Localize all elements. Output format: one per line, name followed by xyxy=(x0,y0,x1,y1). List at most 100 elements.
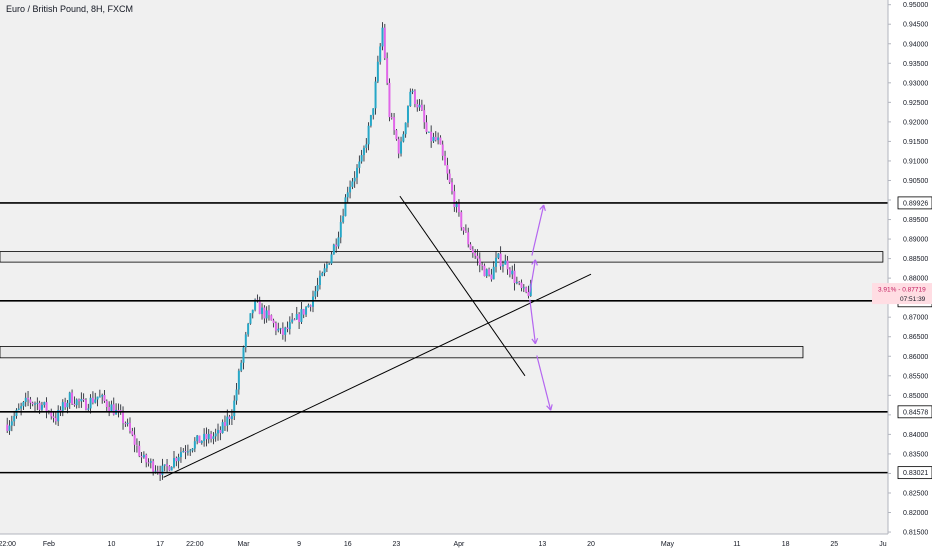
candle-body xyxy=(446,165,449,174)
candle-body xyxy=(369,115,372,126)
candle-body xyxy=(203,433,206,442)
projection-arrowhead-1-0 xyxy=(531,259,536,265)
candle-body xyxy=(212,436,215,439)
candle-body xyxy=(279,328,282,330)
arrows-layer xyxy=(529,204,553,411)
level-price-tag-label-0: 0.89926 xyxy=(903,200,928,207)
candle-body xyxy=(418,104,421,108)
x-tick-label: 17 xyxy=(156,541,164,548)
candle-body xyxy=(251,309,254,314)
candle-body xyxy=(235,389,238,401)
candle-body xyxy=(330,254,333,264)
level-price-tag-2 xyxy=(897,405,932,419)
x-tick-label: 9 xyxy=(297,541,301,548)
candle-body xyxy=(390,117,393,119)
candle-body xyxy=(409,91,412,107)
candle-body xyxy=(223,422,226,426)
candle-body xyxy=(427,131,430,133)
candle-body xyxy=(228,416,231,420)
candle-body xyxy=(182,451,185,453)
candle-body xyxy=(485,269,488,277)
projection-arrow-0 xyxy=(531,204,545,256)
x-tick-label: 22:00 xyxy=(0,541,16,548)
level-price-tag-label-2: 0.84578 xyxy=(903,409,928,416)
candle-body xyxy=(237,370,240,390)
candle-body xyxy=(508,269,511,275)
candle-body xyxy=(349,186,352,193)
candle-body xyxy=(78,399,81,402)
candle-body xyxy=(161,465,164,475)
candle-body xyxy=(513,270,516,284)
trendlines-layer xyxy=(163,195,592,478)
candle-body xyxy=(105,400,108,407)
candle-body xyxy=(471,249,474,254)
candle-body xyxy=(166,464,169,467)
candle-body xyxy=(122,411,125,424)
candle-body xyxy=(439,137,442,145)
x-tick-label: 22:00 xyxy=(186,541,204,548)
candle-body xyxy=(244,334,247,348)
candle-body xyxy=(404,122,407,135)
candle-body xyxy=(395,130,398,140)
candle-body xyxy=(332,244,335,255)
candle-body xyxy=(119,410,122,412)
candle-body xyxy=(168,466,171,471)
candle-body xyxy=(318,275,321,286)
candle-body xyxy=(193,441,196,449)
candle-body xyxy=(200,441,203,443)
candle-body xyxy=(50,411,53,417)
candle-body xyxy=(411,90,414,92)
candle-body xyxy=(420,104,423,111)
x-axis: 22:00 Feb 10 17 22:00 Mar 9 16 23 Apr 13 20 May 11 18 2… xyxy=(0,533,888,548)
candle-body xyxy=(205,433,208,440)
current-price-countdown: 07:51:39 xyxy=(900,296,926,303)
candle-body xyxy=(138,445,141,457)
projection-arrowhead-0-0 xyxy=(539,204,545,210)
candle-body xyxy=(460,212,463,228)
candle-body xyxy=(103,395,106,401)
candle-body xyxy=(321,272,324,276)
candle-body xyxy=(342,216,345,223)
candle-body xyxy=(217,429,220,434)
level-price-tag-label-3: 0.83021 xyxy=(903,470,928,477)
candle-body xyxy=(379,46,382,62)
candle-body xyxy=(277,328,280,331)
candle-body xyxy=(300,309,303,322)
candle-body xyxy=(272,320,275,324)
candle-body xyxy=(57,409,60,422)
candle-body xyxy=(233,400,236,417)
x-tick-label: 25 xyxy=(830,541,838,548)
candle-body xyxy=(339,222,342,238)
y-tick-label: 0.82500 xyxy=(903,490,928,497)
candle-body xyxy=(149,461,152,463)
candle-body xyxy=(305,307,308,315)
candle-body xyxy=(214,433,217,437)
candle-body xyxy=(31,402,34,405)
candle-body xyxy=(388,82,391,118)
candle-body xyxy=(476,255,479,259)
candle-body xyxy=(295,314,298,320)
candle-body xyxy=(186,451,189,453)
candle-body xyxy=(527,291,530,296)
candle-body xyxy=(84,399,87,410)
projection-arrowhead-0-1 xyxy=(543,204,546,212)
candle-body xyxy=(474,253,477,256)
candle-body xyxy=(444,155,447,166)
candle-body xyxy=(36,402,39,404)
projection-arrow-2 xyxy=(529,299,536,344)
candle-body xyxy=(323,268,326,273)
candle-body xyxy=(219,429,222,434)
x-tick-label: 20 xyxy=(587,541,595,548)
candle-body xyxy=(467,232,470,245)
candle-body xyxy=(451,182,453,192)
candle-body xyxy=(335,244,338,247)
candle-body xyxy=(34,403,36,405)
candle-body xyxy=(432,136,435,142)
candle-body xyxy=(423,110,426,123)
candle-body xyxy=(356,167,359,178)
candle-body xyxy=(110,404,113,411)
candle-body xyxy=(179,452,182,458)
candle-body xyxy=(198,435,201,443)
y-tick-label: 0.92500 xyxy=(903,100,928,107)
